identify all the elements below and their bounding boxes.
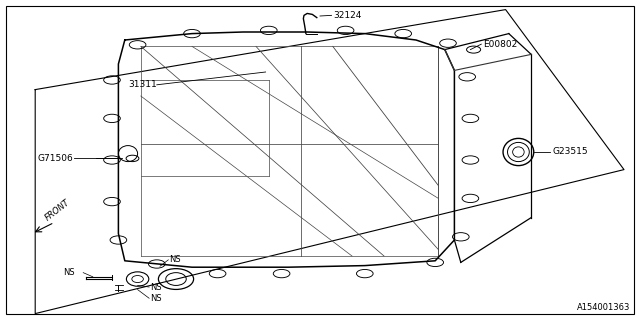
Text: FRONT: FRONT (44, 198, 72, 222)
Text: NS: NS (170, 255, 181, 264)
Text: A154001363: A154001363 (577, 303, 630, 312)
Text: G23515: G23515 (552, 148, 588, 156)
Text: NS: NS (63, 268, 74, 277)
Text: G71506: G71506 (37, 154, 73, 163)
Text: 31311: 31311 (128, 80, 157, 89)
Text: NS: NS (150, 283, 162, 292)
Text: NS: NS (150, 294, 162, 303)
Text: 32124: 32124 (333, 11, 361, 20)
Text: E00802: E00802 (483, 40, 518, 49)
